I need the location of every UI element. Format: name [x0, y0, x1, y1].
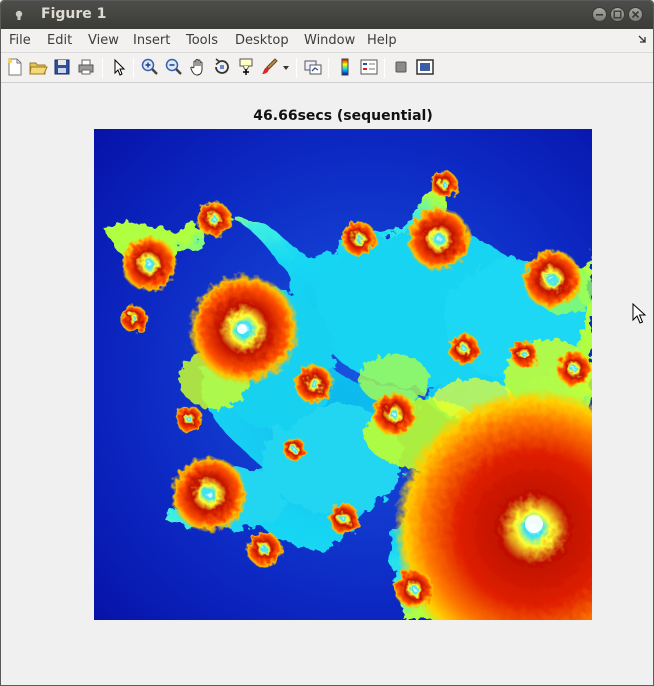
link-plot-button[interactable] — [303, 57, 323, 77]
show-plot-tools-icon — [416, 59, 434, 75]
toolbar-separator — [102, 58, 103, 78]
rotate-3d-icon — [215, 58, 229, 74]
fractal-image-axes[interactable] — [94, 129, 592, 620]
dock-arrow-icon[interactable] — [637, 34, 647, 44]
save-button[interactable] — [52, 57, 72, 77]
link-plot-icon — [304, 60, 322, 75]
pointer-button[interactable] — [109, 57, 129, 77]
data-cursor-button[interactable] — [236, 57, 256, 77]
menu-desktop[interactable]: Desktop — [235, 33, 289, 48]
show-plot-tools-button[interactable] — [415, 57, 435, 77]
menu-insert[interactable]: Insert — [133, 33, 171, 48]
minimize-button[interactable] — [592, 7, 607, 22]
menu-tools[interactable]: Tools — [186, 33, 219, 48]
brush-dropdown-icon — [283, 66, 289, 70]
legend-icon — [360, 59, 378, 75]
colorbar-button[interactable] — [335, 57, 355, 77]
minimize-icon — [596, 14, 603, 16]
pointer-icon — [114, 58, 126, 76]
new-figure-button[interactable] — [5, 57, 25, 77]
save-icon — [54, 59, 70, 75]
pan-hand-icon — [190, 59, 203, 76]
maximize-button[interactable] — [610, 7, 625, 22]
maximize-icon — [613, 10, 622, 19]
print-icon — [78, 59, 94, 75]
window-title: Figure 1 — [41, 6, 107, 22]
menu-window[interactable]: Window — [304, 33, 356, 48]
legend-button[interactable] — [359, 57, 379, 77]
data-cursor-icon — [239, 58, 253, 75]
matlab-figure-icon — [15, 10, 23, 20]
zoom-in-icon — [141, 58, 158, 75]
open-file-icon — [29, 62, 48, 75]
brush-button[interactable] — [260, 57, 280, 77]
figure-toolbar — [1, 53, 653, 83]
rotate-3d-button[interactable] — [212, 57, 232, 77]
open-file-button[interactable] — [28, 57, 48, 77]
close-button[interactable] — [628, 7, 643, 22]
menu-file[interactable]: File — [9, 33, 31, 48]
hide-plot-tools-button[interactable] — [391, 57, 411, 77]
menu-view[interactable]: View — [88, 33, 119, 48]
title-bar[interactable]: Figure 1 — [1, 1, 653, 29]
julia-fractal-image — [94, 129, 592, 620]
zoom-out-icon — [165, 58, 182, 75]
mouse-cursor-icon — [632, 303, 646, 324]
menu-help[interactable]: Help — [367, 33, 397, 48]
zoom-out-button[interactable] — [164, 57, 184, 77]
toolbar-separator — [384, 58, 385, 78]
zoom-in-button[interactable] — [140, 57, 160, 77]
hide-plot-tools-icon — [395, 61, 407, 73]
print-button[interactable] — [76, 57, 96, 77]
brush-icon — [262, 58, 278, 74]
menu-bar: File Edit View Insert Tools Desktop Wind… — [1, 29, 653, 53]
pan-button[interactable] — [188, 57, 208, 77]
plot-title: 46.66secs (sequential) — [253, 108, 433, 124]
colorbar-icon — [341, 58, 349, 76]
brush-dropdown-button[interactable] — [281, 57, 291, 77]
close-icon — [631, 10, 640, 19]
menu-edit[interactable]: Edit — [47, 33, 73, 48]
figure-canvas: 46.66secs (sequential) — [1, 83, 653, 685]
new-figure-icon — [7, 58, 22, 76]
toolbar-separator — [133, 58, 134, 78]
toolbar-separator — [296, 58, 297, 78]
toolbar-separator — [328, 58, 329, 78]
